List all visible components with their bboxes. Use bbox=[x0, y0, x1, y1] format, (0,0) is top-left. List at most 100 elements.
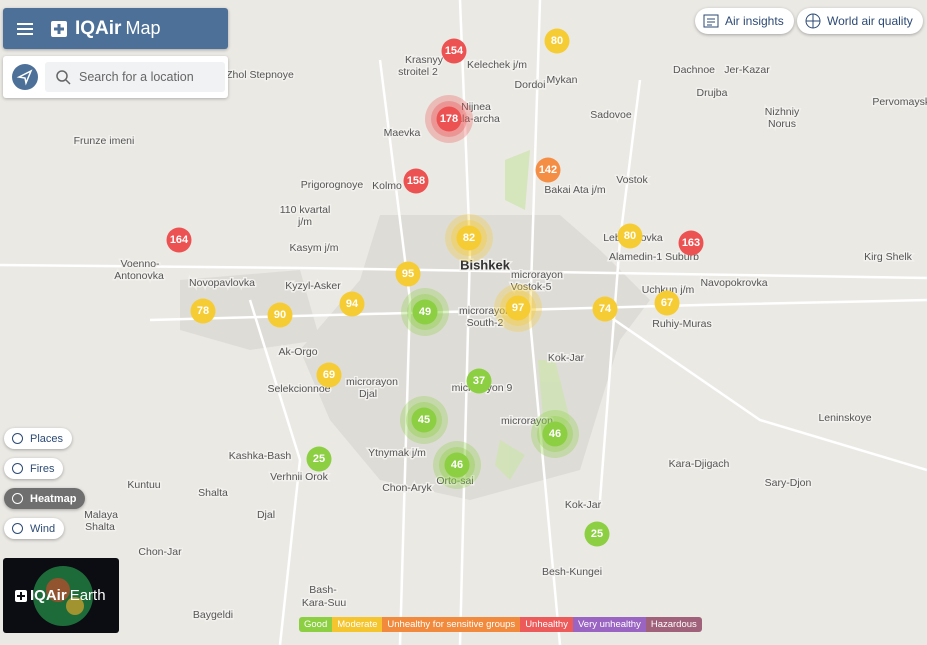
toggle-label: Fires bbox=[30, 462, 55, 475]
place-label: j/m bbox=[297, 216, 312, 228]
aqi-value: 46 bbox=[549, 428, 561, 440]
place-label: Maevka bbox=[384, 127, 421, 139]
aqi-marker[interactable]: 80 bbox=[617, 223, 643, 249]
world-air-quality-button[interactable]: World air quality bbox=[797, 8, 923, 34]
aqi-marker[interactable]: 164 bbox=[166, 227, 192, 253]
place-label: Ruhiy-Muras bbox=[652, 318, 712, 330]
place-label: Kok-Jar bbox=[548, 352, 585, 364]
aqi-value: 67 bbox=[661, 297, 673, 309]
menu-icon[interactable] bbox=[15, 20, 37, 38]
place-label: Voenno- bbox=[120, 258, 160, 270]
aqi-value: 74 bbox=[599, 303, 612, 315]
marker-dot bbox=[267, 302, 293, 328]
place-label: 110 kvartal bbox=[280, 204, 331, 216]
button-label: World air quality bbox=[827, 14, 913, 28]
aqi-marker[interactable]: 154 bbox=[441, 38, 467, 64]
marker-dot bbox=[456, 225, 482, 251]
place-label: Besh-Kungei bbox=[542, 566, 602, 578]
aqi-marker[interactable]: 45 bbox=[400, 396, 448, 444]
place-label: Bishkek bbox=[460, 257, 511, 272]
aqi-marker[interactable]: 37 bbox=[466, 368, 492, 394]
aqi-marker[interactable]: 142 bbox=[535, 157, 561, 183]
aqi-value: 94 bbox=[346, 298, 359, 310]
aqi-marker[interactable]: 69 bbox=[316, 362, 342, 388]
toggle-label: Heatmap bbox=[30, 492, 77, 505]
toggle-label: Places bbox=[30, 432, 64, 445]
place-label: Orto-sai bbox=[436, 475, 473, 487]
aqi-marker[interactable]: 158 bbox=[403, 168, 429, 194]
layer-toggle[interactable]: Places bbox=[4, 428, 73, 449]
place-label: stroitel 2 bbox=[398, 66, 438, 78]
locate-button[interactable] bbox=[12, 64, 38, 90]
aqi-marker[interactable]: 25 bbox=[306, 446, 332, 472]
aqi-marker[interactable]: 94 bbox=[339, 291, 365, 317]
place-label: Bakai Ata j/m bbox=[544, 184, 606, 196]
aqi-value: 37 bbox=[473, 375, 485, 387]
brand: IQAir bbox=[30, 587, 67, 604]
layer-toggle[interactable]: Fires bbox=[4, 458, 64, 479]
place-label: Chon-Aryk bbox=[382, 482, 432, 494]
aqi-marker[interactable]: 25 bbox=[584, 521, 610, 547]
aqi-value: 178 bbox=[440, 113, 458, 125]
aqi-value: 80 bbox=[624, 230, 636, 242]
place-label: Antonovka bbox=[114, 270, 164, 282]
logo-icon bbox=[51, 20, 67, 37]
legend-item: Good bbox=[299, 617, 333, 632]
aqi-marker[interactable]: 74 bbox=[592, 296, 618, 322]
aqi-value: 154 bbox=[445, 45, 464, 57]
place-label: Ytnymak j/m bbox=[368, 447, 426, 459]
aqi-marker[interactable]: 97 bbox=[494, 284, 542, 332]
place-label: Mykan bbox=[547, 74, 578, 86]
legend-item: Unhealthy bbox=[520, 617, 573, 632]
aqi-marker[interactable]: 178 bbox=[425, 95, 473, 143]
marker-dot bbox=[441, 38, 467, 64]
aqi-marker[interactable]: 49 bbox=[401, 288, 449, 336]
iqair-earth-widget[interactable]: IQAir Earth bbox=[3, 558, 119, 633]
place-label: Kara-Djigach bbox=[669, 458, 730, 470]
place-label: Kolmo bbox=[372, 180, 402, 192]
place-label: Kashka-Bash bbox=[229, 450, 292, 462]
place-label: Kara-Suu bbox=[302, 597, 347, 609]
aqi-value: 97 bbox=[512, 302, 524, 314]
aqi-marker[interactable]: 163 bbox=[678, 230, 704, 256]
product: Earth bbox=[69, 587, 106, 604]
aqi-value: 90 bbox=[274, 309, 286, 321]
place-label: Novopavlovka bbox=[189, 277, 255, 289]
place-label: Selekcionnoe bbox=[267, 383, 330, 395]
aqi-marker[interactable]: 82 bbox=[445, 214, 493, 262]
aqi-marker[interactable]: 78 bbox=[190, 298, 216, 324]
aqi-value: 25 bbox=[313, 453, 325, 465]
marker-dot bbox=[306, 446, 332, 472]
place-label: Kuntuu bbox=[127, 479, 160, 491]
search-input[interactable]: Search for a location bbox=[45, 62, 225, 92]
layer-toggle[interactable]: Wind bbox=[4, 518, 65, 539]
place-label: Dordoi bbox=[515, 79, 546, 91]
marker-dot bbox=[542, 421, 568, 447]
aqi-legend: Good Moderate Unhealthy for sensitive grou… bbox=[299, 617, 702, 632]
aqi-marker[interactable]: 46 bbox=[433, 441, 481, 489]
search-icon bbox=[56, 70, 71, 85]
place-label: Malaya bbox=[84, 509, 118, 521]
aqi-marker[interactable]: 90 bbox=[267, 302, 293, 328]
place-label: Krasnyy bbox=[405, 54, 444, 66]
aqi-marker[interactable]: 95 bbox=[395, 261, 421, 287]
place-label: Drujba bbox=[697, 87, 728, 99]
legend-item: Moderate bbox=[332, 617, 383, 632]
marker-dot bbox=[403, 168, 429, 194]
marker-dot bbox=[592, 296, 618, 322]
layer-toggle[interactable]: Heatmap bbox=[4, 488, 86, 509]
marker-dot bbox=[411, 407, 437, 433]
air-insights-button[interactable]: Air insights bbox=[695, 8, 794, 34]
toggle-label: Wind bbox=[30, 522, 56, 535]
marker-dot bbox=[544, 28, 570, 54]
aqi-marker[interactable]: 67 bbox=[654, 290, 680, 316]
aqi-markers: 154 80 178 158 142 164 82 80 163 95 94 49 97 74 67 78 90… bbox=[166, 28, 704, 547]
aqi-value: 163 bbox=[682, 237, 700, 249]
place-label: Shalta bbox=[85, 521, 115, 533]
aqi-marker[interactable]: 80 bbox=[544, 28, 570, 54]
aqi-marker[interactable]: 46 bbox=[531, 410, 579, 458]
place-label: Nijnea bbox=[461, 101, 491, 113]
marker-dot bbox=[678, 230, 704, 256]
